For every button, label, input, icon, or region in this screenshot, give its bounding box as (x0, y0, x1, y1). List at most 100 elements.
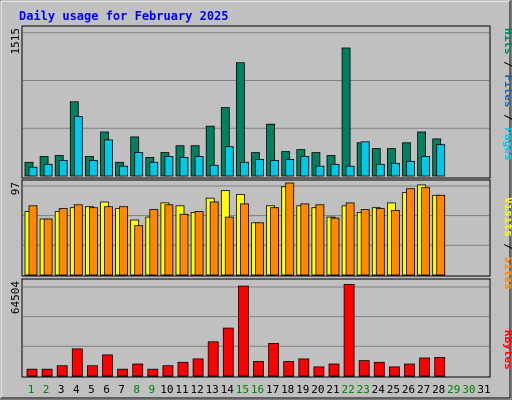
bar-files-day-28 (436, 144, 446, 177)
bar-sites-day-11 (179, 213, 189, 276)
bar-sites-day-24 (375, 208, 385, 276)
legend-kbytes: KBytes (502, 330, 512, 370)
bar-sites-day-12 (194, 211, 204, 276)
bar-kbytes-day-27 (419, 357, 431, 377)
bar-kbytes-day-17 (268, 343, 280, 377)
x-tick-label-day-30: 30 (462, 383, 475, 396)
bar-kbytes-day-6 (102, 354, 113, 377)
bar-kbytes-day-23 (358, 360, 370, 377)
panel-kbytes-gridlines (23, 286, 489, 347)
x-tick-label-day-5: 5 (88, 383, 95, 396)
legend-files: Files (502, 74, 512, 107)
bar-files-day-23 (360, 141, 370, 177)
x-tick-label-day-20: 20 (311, 383, 324, 396)
bar-files-day-20 (315, 165, 325, 177)
legend-slash: / (502, 55, 512, 75)
legend-slash: / (502, 108, 512, 128)
bar-kbytes-day-3 (56, 365, 68, 377)
bar-files-day-16 (255, 158, 264, 177)
panel-sites-ymax-label: 97 (9, 182, 22, 195)
bar-hits-day-22 (341, 47, 351, 177)
bar-sites-day-23 (360, 209, 370, 276)
bar-sites-day-15 (239, 203, 249, 276)
x-tick-label-day-10: 10 (160, 383, 173, 396)
bar-sites-day-4 (73, 204, 83, 276)
legend-sites: Sites (502, 257, 512, 290)
bar-sites-day-22 (345, 202, 355, 276)
x-tick-label-day-21: 21 (326, 383, 339, 396)
panel-hits-legend: Hits / Files / Pages (502, 28, 512, 161)
x-tick-label-day-25: 25 (387, 383, 400, 396)
bar-files-day-8 (134, 152, 144, 177)
x-tick-label-day-4: 4 (73, 383, 80, 396)
bar-sites-day-25 (390, 210, 400, 276)
bar-sites-day-28 (436, 194, 446, 276)
bar-kbytes-day-24 (373, 361, 385, 377)
bar-files-day-12 (194, 156, 204, 177)
bar-kbytes-day-11 (177, 361, 189, 377)
bar-sites-day-20 (315, 204, 325, 276)
x-tick-label-day-16: 16 (251, 383, 264, 396)
bar-files-day-4 (73, 116, 83, 177)
chart-title: Daily usage for February 2025 (19, 9, 229, 23)
panel-hits-ymax-label: 1515 (9, 28, 22, 55)
legend-hits: Hits (502, 28, 512, 55)
bar-sites-day-10 (164, 204, 174, 276)
bar-sites-day-19 (300, 203, 310, 276)
bar-sites-day-7 (119, 206, 128, 276)
x-tick-label-day-7: 7 (118, 383, 125, 396)
bar-kbytes-day-25 (388, 366, 400, 377)
bar-sites-day-1 (28, 205, 38, 276)
svg-text:Hits / Files / Pages: Hits / Files / Pages (502, 28, 512, 161)
x-tick-label-day-6: 6 (103, 383, 110, 396)
bar-kbytes-day-2 (41, 368, 53, 377)
bar-hits-day-15 (235, 62, 245, 177)
bar-kbytes-day-13 (207, 341, 219, 377)
bar-kbytes-day-16 (253, 361, 264, 377)
x-tick-label-day-29: 29 (447, 383, 460, 396)
panel-kbytes-background (21, 278, 491, 378)
panel-sites-bars (24, 182, 446, 276)
bar-files-day-22 (345, 165, 355, 177)
bar-kbytes-day-1 (26, 368, 38, 377)
bar-kbytes-day-19 (298, 358, 310, 377)
bar-kbytes-day-12 (192, 358, 204, 377)
x-tick-label-day-24: 24 (372, 383, 386, 396)
bar-sites-day-16 (255, 222, 264, 276)
bar-files-day-9 (149, 161, 159, 177)
bar-kbytes-day-5 (87, 365, 98, 377)
panel-hits-files: 1515 Hits / Files / Pages (9, 25, 512, 179)
bar-files-day-17 (270, 159, 280, 177)
x-tick-label-day-2: 2 (43, 383, 50, 396)
bar-files-day-24 (375, 163, 385, 177)
x-tick-label-day-28: 28 (432, 383, 445, 396)
x-tick-label-day-23: 23 (357, 383, 370, 396)
bar-kbytes-day-14 (222, 327, 234, 377)
x-tick-label-day-22: 22 (341, 383, 354, 396)
bar-kbytes-day-18 (283, 361, 295, 377)
x-tick-label-day-8: 8 (133, 383, 140, 396)
bar-sites-day-5 (89, 207, 98, 276)
panel-kbytes: 64504 KBytes (9, 278, 512, 378)
x-tick-label-day-17: 17 (266, 383, 279, 396)
bar-files-day-18 (285, 158, 295, 177)
bar-sites-day-21 (330, 217, 340, 276)
bar-kbytes-day-7 (117, 368, 128, 377)
x-tick-label-day-14: 14 (221, 383, 235, 396)
bar-kbytes-day-10 (162, 365, 174, 377)
bar-kbytes-day-9 (147, 368, 159, 377)
bar-files-day-5 (89, 159, 98, 177)
x-axis-day-labels: 1 2 3 4 5 6 7 8 9 10 11 12 13 14 15 16 17 18 19 20 21 22 23 24 2… (28, 383, 491, 396)
bar-kbytes-day-8 (132, 363, 144, 377)
bar-files-day-7 (119, 165, 128, 177)
panel-hits-gridlines (23, 32, 489, 129)
svg-text:Visits / Sites: Visits / Sites (502, 197, 512, 290)
x-tick-label-day-9: 9 (148, 383, 155, 396)
bar-kbytes-day-26 (404, 363, 415, 377)
x-tick-label-day-27: 27 (417, 383, 430, 396)
bar-kbytes-day-22 (343, 283, 355, 377)
legend-visits: Visits (502, 197, 512, 237)
bar-files-day-6 (104, 139, 113, 177)
bar-files-day-21 (330, 163, 340, 177)
bar-sites-day-27 (421, 187, 431, 276)
